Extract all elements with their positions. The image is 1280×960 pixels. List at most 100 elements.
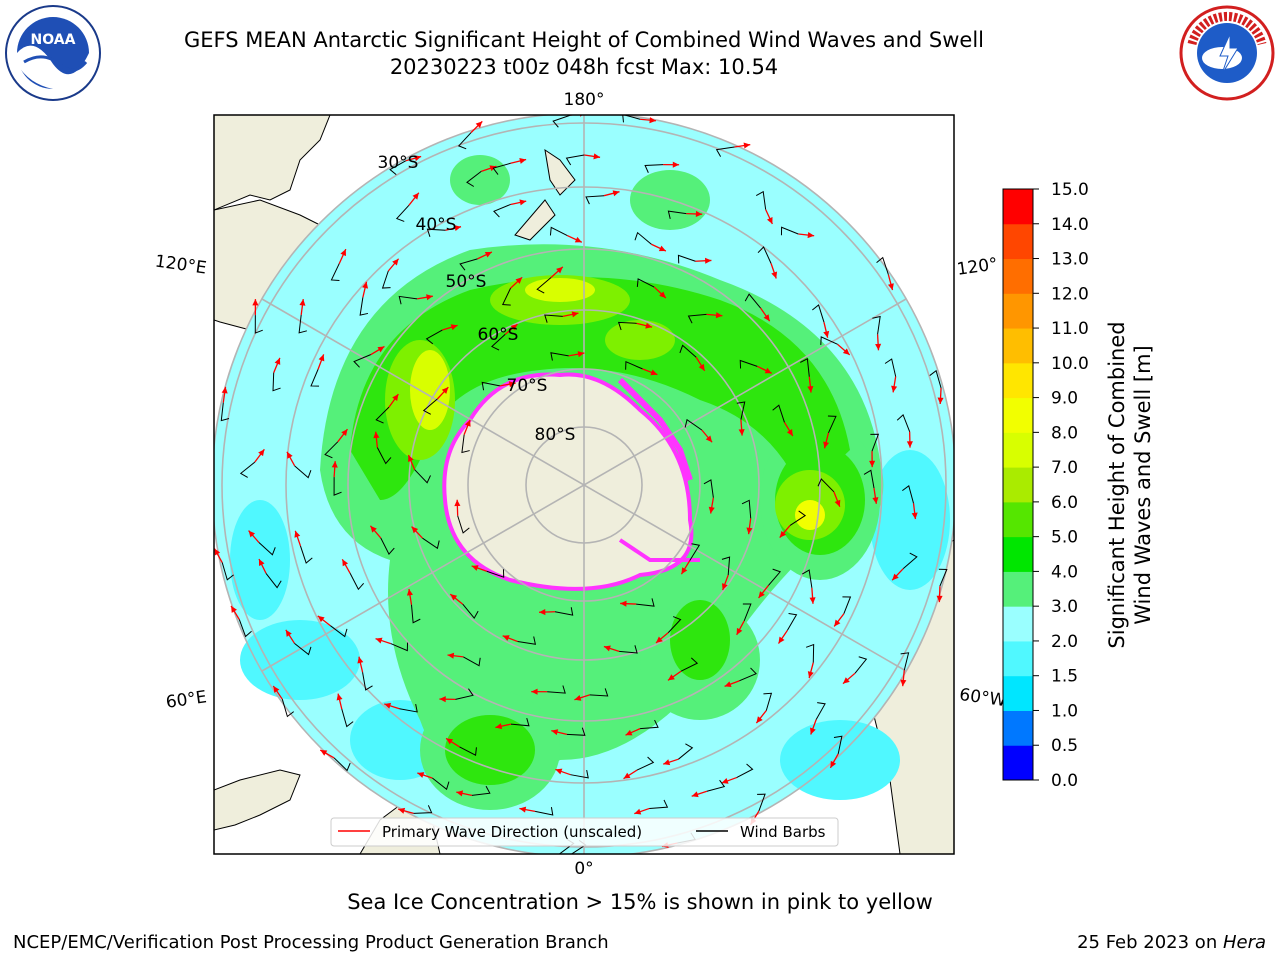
wind-barb (459, 258, 478, 271)
wind-barb (272, 372, 281, 392)
wind-barb (299, 545, 313, 564)
wave-arrow-head (510, 324, 518, 331)
wave-arrow-head (544, 855, 551, 861)
wave-arrow-head (464, 419, 471, 427)
wave-arrow-head (842, 348, 850, 355)
wind-barb (552, 115, 571, 128)
colorbar-label: Significant Height of Combined Wind Wave… (1105, 321, 1155, 649)
wave-arrow-head (724, 681, 732, 688)
wave-arrow-head (715, 312, 723, 319)
wind-barb (772, 404, 785, 423)
wave-arrow-head (645, 322, 653, 329)
wave-arrow-head (763, 314, 770, 322)
wave-arrow-head (341, 429, 348, 436)
wind-barb (493, 203, 511, 218)
wave-arrow-head (447, 652, 455, 659)
wave-arrow-head (370, 525, 377, 533)
wave-arrow-head (426, 294, 433, 301)
wave-arrow-head (408, 454, 414, 462)
wave-arrow-head (484, 251, 492, 258)
wind-barb (349, 573, 365, 591)
wave-arrow-head (667, 674, 675, 681)
australia-land (214, 115, 331, 211)
wave-arrow-head (317, 615, 325, 623)
wind-barb (566, 727, 586, 736)
wind-barb (677, 254, 696, 264)
wave-arrow-head (842, 677, 850, 684)
wind-barb (294, 465, 312, 479)
lon-label-upper-left: 120°E (154, 252, 208, 279)
wind-barb (780, 226, 799, 236)
wave-arrow-head (721, 583, 728, 591)
wind-barb (833, 735, 843, 754)
wind-barb (622, 115, 641, 123)
wind-barb (413, 805, 433, 814)
wave-arrow-head (746, 527, 753, 535)
wave-arrow-head (906, 441, 913, 448)
wave-arrow-head (294, 530, 301, 538)
colorbar-tick-label: 1.0 (1051, 701, 1078, 721)
wave-arrow-head (495, 723, 503, 730)
wind-barb (330, 625, 348, 638)
lat-label-40s: 40°S (416, 215, 457, 235)
wind-barb (471, 785, 491, 796)
wind-barb (800, 357, 810, 377)
noaa-logo: NOAA (5, 5, 101, 101)
wave-arrow-head (286, 451, 293, 459)
lat-label-30s: 30°S (378, 153, 419, 173)
wind-barb (902, 552, 918, 570)
wind-barb (902, 485, 914, 504)
wind-barb (640, 719, 659, 730)
wind-barb (872, 315, 881, 335)
wind-barb (736, 401, 746, 420)
wind-barb (715, 146, 735, 157)
colorbar-tick-label: 15.0 (1051, 180, 1089, 200)
wave-arrow-head (412, 192, 419, 200)
wind-barb (238, 619, 252, 638)
wave-arrow-head (823, 330, 830, 338)
wind-barb (863, 469, 875, 489)
wave-arrow-head (764, 367, 772, 374)
wave-arrow-head (475, 121, 483, 128)
wave-arrow-head (823, 441, 830, 449)
wind-barb (333, 477, 342, 496)
wind-barb (425, 329, 443, 345)
wind-barb (667, 616, 682, 633)
wave-arrow-head (875, 343, 882, 351)
wave-arrow-head (377, 346, 385, 353)
polar-map (214, 115, 954, 854)
wind-barb (389, 160, 406, 176)
lat-label-50s: 50°S (446, 272, 487, 292)
wind-barb (721, 556, 731, 576)
wind-barb (324, 441, 339, 459)
colorbar-tick-label: 4.0 (1051, 562, 1078, 582)
wind-barb (757, 246, 772, 264)
wave-arrow-head (221, 386, 228, 394)
wave-arrow-head (807, 232, 815, 239)
wave-arrow-head (508, 381, 516, 388)
wave-arrow-head (892, 573, 899, 581)
wave-arrow-head (231, 605, 237, 613)
wave-arrow-head (454, 225, 462, 232)
wind-barb (461, 434, 470, 454)
wind-barb (820, 336, 838, 345)
wind-barb (414, 469, 431, 484)
wave-arrow-head (454, 499, 461, 507)
wind-barb (739, 667, 757, 682)
wind-barb (763, 692, 773, 711)
colorbar-tick-label: 3.0 (1051, 597, 1078, 617)
wind-barb (741, 499, 752, 519)
wave-arrow (556, 855, 570, 862)
wind-barb (486, 569, 505, 578)
colorbar-swatch (1003, 467, 1033, 503)
chart-subtitle: 20230223 t00z 048h fcst Max: 10.54 (389, 55, 779, 79)
wind-barb (432, 777, 450, 791)
colorbar-swatch (1003, 223, 1033, 260)
wave-arrow-head (911, 512, 918, 520)
wave-arrow-head (571, 311, 579, 318)
wind-barb (706, 779, 726, 792)
wave-arrow-head (274, 357, 281, 365)
wind-barb (812, 304, 825, 323)
colorbar-tick-label: 2.0 (1051, 632, 1078, 652)
